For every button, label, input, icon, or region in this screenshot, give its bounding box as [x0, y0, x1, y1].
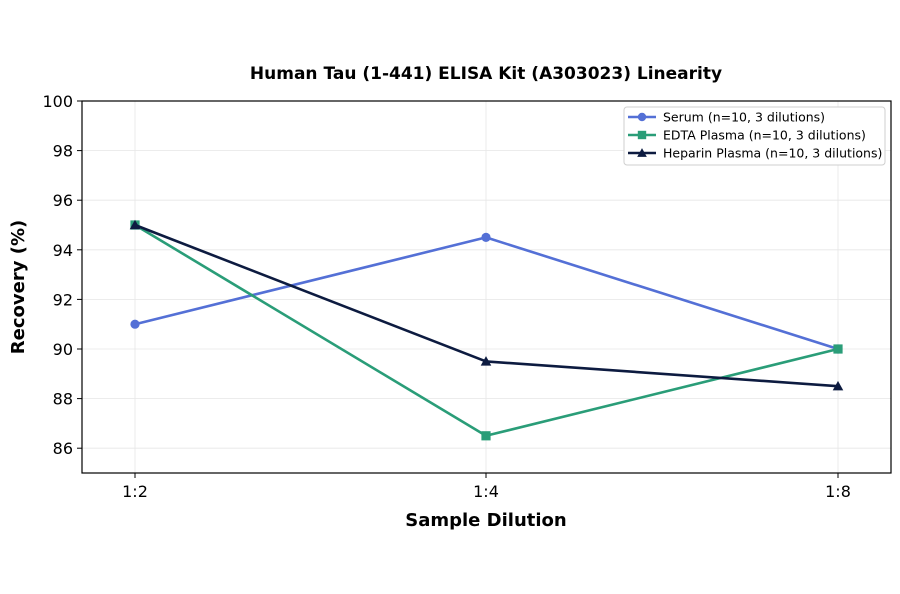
x-axis: 1:2 1:4 1:8: [122, 473, 851, 501]
y-tick-label: 88: [53, 390, 73, 409]
data-point: [480, 356, 492, 366]
y-tick-label: 98: [53, 142, 73, 161]
legend-item: Serum (n=10, 3 dilutions): [628, 110, 825, 125]
legend-marker: [637, 148, 647, 157]
series-1: [130, 220, 843, 441]
data-point: [481, 232, 491, 242]
data-point: [832, 380, 844, 391]
legend-label: EDTA Plasma (n=10, 3 dilutions): [663, 128, 866, 143]
data-point: [129, 219, 141, 230]
series-line: [134, 236, 839, 351]
legend-box: [623, 106, 886, 166]
data-point: [130, 319, 140, 329]
y-tick-label: 94: [53, 241, 73, 260]
y-tick-label: 92: [53, 290, 73, 309]
legend-item: Heparin Plasma (n=10, 3 dilutions): [628, 146, 882, 161]
x-tick-label: 1:4: [473, 482, 499, 501]
y-axis: 86 88 90 92 94 96 98 100: [42, 92, 82, 458]
legend-item: EDTA Plasma (n=10, 3 dilutions): [628, 128, 866, 143]
legend-label: Heparin Plasma (n=10, 3 dilutions): [663, 146, 882, 161]
x-axis-label: Sample Dilution: [405, 510, 566, 531]
y-tick-label: 86: [53, 439, 73, 458]
x-tick-label: 1:2: [122, 482, 148, 501]
y-tick-label: 100: [42, 92, 73, 111]
y-tick-label: 90: [53, 340, 73, 359]
legend-label: Serum (n=10, 3 dilutions): [663, 110, 825, 125]
chart-title: Human Tau (1-441) ELISA Kit (A303023) Li…: [250, 64, 722, 84]
legend-marker: [637, 130, 647, 140]
y-axis-label: Recovery (%): [8, 220, 29, 354]
series-line: [134, 223, 839, 438]
data-point: [481, 431, 491, 441]
data-point: [833, 344, 843, 354]
y-tick-label: 96: [53, 191, 73, 210]
legend: Serum (n=10, 3 dilutions) EDTA Plasma (n=…: [623, 106, 886, 166]
series-0: [130, 232, 843, 354]
series-layer: [129, 219, 844, 441]
x-tick-label: 1:8: [825, 482, 851, 501]
series-2: [129, 219, 844, 391]
legend-marker: [637, 112, 647, 122]
